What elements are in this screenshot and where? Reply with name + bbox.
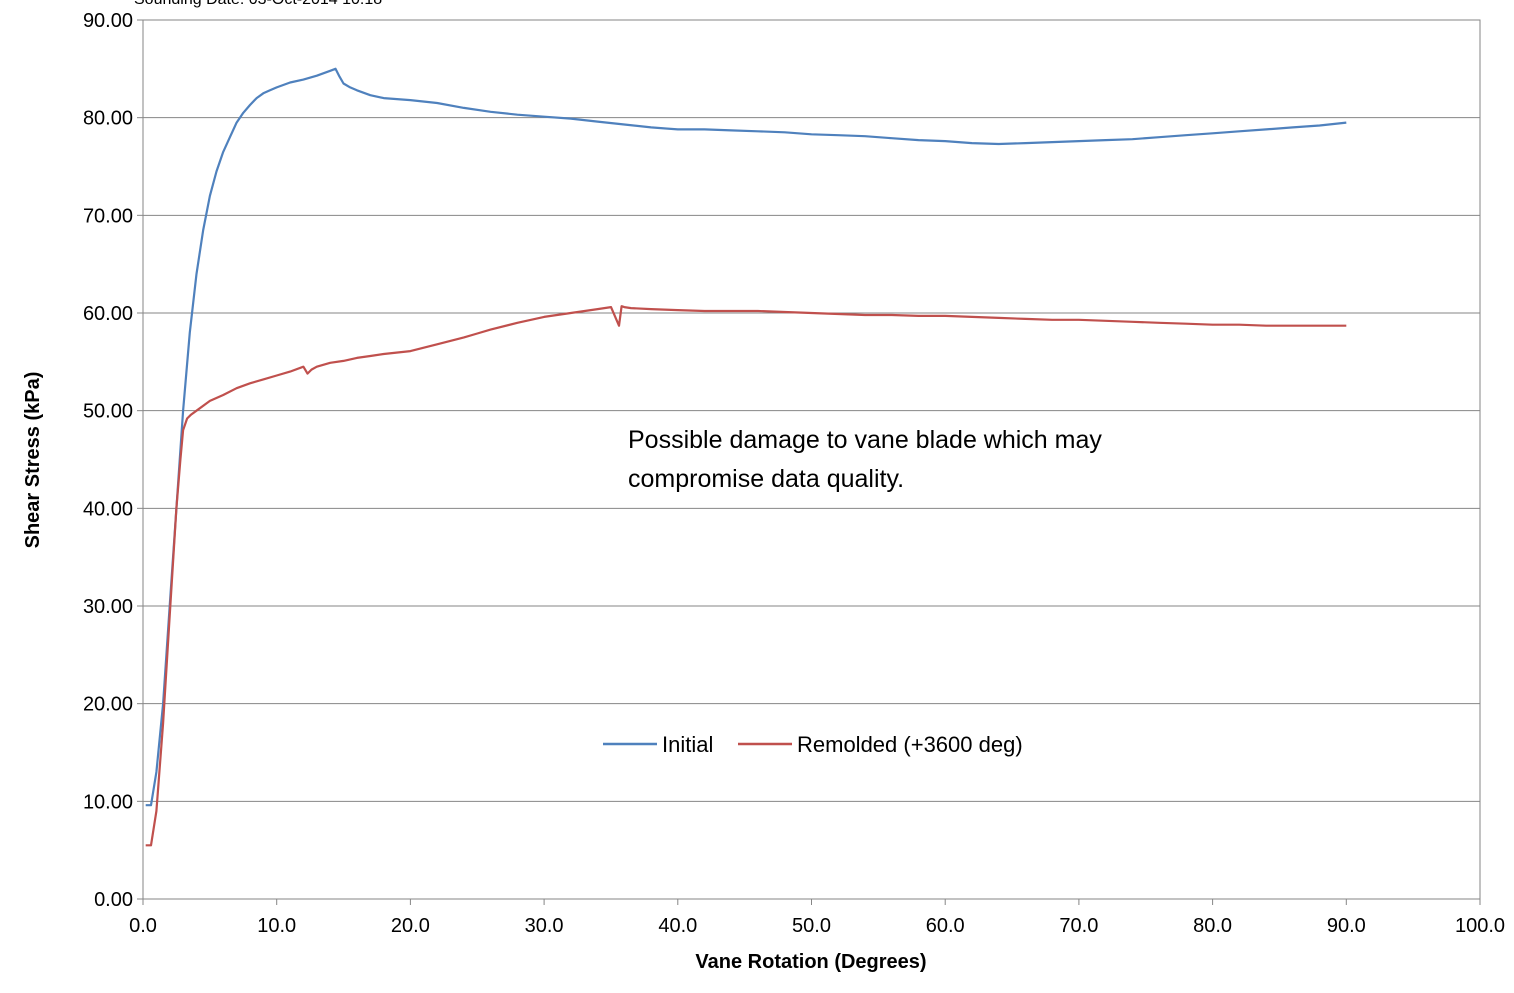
chart-subtitle: Sounding Date: 03-Oct-2014 10:18 (134, 0, 382, 8)
x-tick-label: 50.0 (792, 915, 831, 937)
x-tick-label: 40.0 (658, 915, 697, 937)
x-tick-label: 30.0 (525, 915, 564, 937)
y-axis-ticks: 0.00 10.00 20.00 30.00 40.00 50.00 60.00 70.00 8… (83, 10, 143, 911)
x-tick-label: 20.0 (391, 915, 430, 937)
plot-area (142, 19, 1481, 900)
x-tick-label: 90.0 (1327, 915, 1366, 937)
x-tick-label: 100.0 (1455, 915, 1505, 937)
series-layer (145, 67, 1347, 847)
legend: Initial Remolded (+3600 deg) (603, 732, 1023, 757)
x-tick-label: 60.0 (926, 915, 965, 937)
y-axis-title: Shear Stress (kPa) (22, 372, 44, 549)
y-tick-label: 70.00 (83, 205, 133, 227)
x-axis-ticks: 0.0 10.0 20.0 30.0 40.0 50.0 60.0 70.0 80.0 90.0 1… (129, 899, 1505, 937)
x-tick-label: 0.0 (129, 915, 157, 937)
y-tick-label: 50.00 (83, 401, 133, 423)
series-line-remolded (145, 305, 1347, 847)
y-tick-label: 60.00 (83, 303, 133, 325)
x-tick-label: 80.0 (1193, 915, 1232, 937)
y-tick-label: 0.00 (94, 889, 133, 911)
x-tick-label: 70.0 (1059, 915, 1098, 937)
y-tick-label: 90.00 (83, 10, 133, 32)
annotation-line-2: compromise data quality. (628, 465, 904, 493)
y-tick-label: 80.00 (83, 108, 133, 130)
gridlines (143, 117, 1480, 802)
x-tick-label: 10.0 (257, 915, 296, 937)
x-axis-title: Vane Rotation (Degrees) (695, 951, 926, 973)
legend-label-initial: Initial (662, 732, 713, 757)
legend-label-remolded: Remolded (+3600 deg) (797, 732, 1023, 757)
y-tick-label: 30.00 (83, 596, 133, 618)
y-tick-label: 40.00 (83, 498, 133, 520)
y-tick-label: 10.00 (83, 791, 133, 813)
y-tick-label: 20.00 (83, 694, 133, 716)
series-line-initial (145, 67, 1347, 807)
annotation-line-1: Possible damage to vane blade which may (628, 426, 1102, 454)
